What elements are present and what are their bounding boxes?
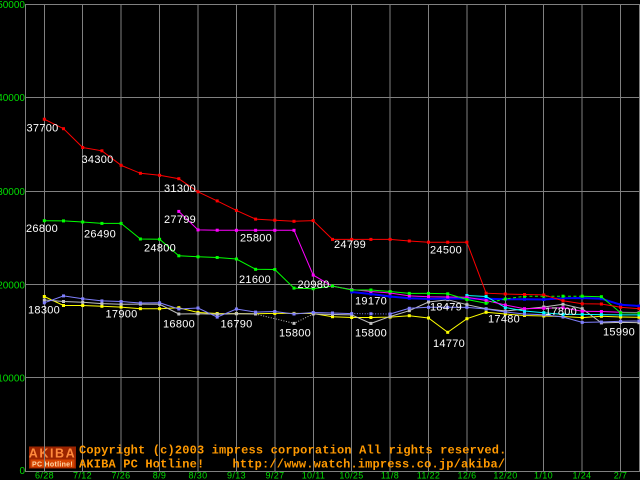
- svg-text:9/27: 9/27: [266, 471, 285, 480]
- svg-text:31300: 31300: [164, 183, 196, 195]
- svg-text:19170: 19170: [355, 296, 387, 308]
- svg-text:25800: 25800: [240, 233, 272, 245]
- svg-text:40000: 40000: [0, 93, 25, 104]
- svg-text:15800: 15800: [279, 328, 311, 340]
- svg-text:24500: 24500: [430, 245, 462, 257]
- svg-text:10000: 10000: [0, 374, 25, 385]
- svg-text:16790: 16790: [221, 319, 253, 331]
- svg-text:26800: 26800: [26, 223, 58, 235]
- svg-text:20980: 20980: [298, 279, 330, 291]
- svg-text:8/9: 8/9: [153, 471, 167, 480]
- svg-text:27799: 27799: [164, 214, 196, 226]
- svg-text:26490: 26490: [84, 229, 116, 241]
- svg-text:Copyright (c)2003 impress corp: Copyright (c)2003 impress corporation Al…: [79, 444, 507, 458]
- svg-text:12/20: 12/20: [493, 471, 517, 480]
- svg-text:0: 0: [19, 466, 25, 477]
- svg-text:24800: 24800: [144, 243, 176, 255]
- svg-text:15800: 15800: [355, 328, 387, 340]
- svg-text:17800: 17800: [545, 306, 577, 318]
- svg-text:34300: 34300: [82, 154, 114, 166]
- svg-text:1/10: 1/10: [534, 471, 553, 480]
- svg-text:18300: 18300: [28, 305, 60, 317]
- svg-text:2/7: 2/7: [614, 471, 628, 480]
- svg-text:9/13: 9/13: [227, 471, 246, 480]
- svg-text:10/25: 10/25: [339, 471, 363, 480]
- svg-text:11/8: 11/8: [381, 471, 399, 480]
- svg-text:24799: 24799: [334, 239, 366, 251]
- svg-text:http://www.watch.impress.co.jp: http://www.watch.impress.co.jp/akiba/: [233, 457, 506, 471]
- svg-text:PC Hotline!: PC Hotline!: [32, 461, 73, 468]
- svg-text:12/6: 12/6: [458, 471, 477, 480]
- svg-text:14770: 14770: [433, 338, 465, 350]
- svg-text:8/30: 8/30: [189, 471, 208, 480]
- svg-text:20000: 20000: [0, 280, 25, 291]
- svg-text:50000: 50000: [0, 0, 25, 11]
- svg-text:11/22: 11/22: [417, 471, 441, 480]
- svg-text:AKIBA: AKIBA: [29, 447, 77, 461]
- svg-text:15990: 15990: [603, 327, 635, 339]
- svg-text:17900: 17900: [106, 309, 138, 321]
- svg-text:17480: 17480: [488, 314, 520, 326]
- svg-text:21600: 21600: [239, 274, 271, 286]
- svg-text:7/26: 7/26: [112, 471, 131, 480]
- svg-text:6/28: 6/28: [35, 471, 54, 480]
- svg-text:37700: 37700: [27, 123, 59, 135]
- svg-text:16800: 16800: [163, 319, 195, 331]
- svg-text:18479: 18479: [430, 302, 462, 314]
- svg-text:7/12: 7/12: [73, 471, 92, 480]
- svg-text:10/11: 10/11: [302, 471, 326, 480]
- svg-text:1/24: 1/24: [573, 471, 592, 480]
- svg-text:30000: 30000: [0, 187, 25, 198]
- svg-text:AKIBA PC Hotline!: AKIBA PC Hotline!: [79, 457, 204, 471]
